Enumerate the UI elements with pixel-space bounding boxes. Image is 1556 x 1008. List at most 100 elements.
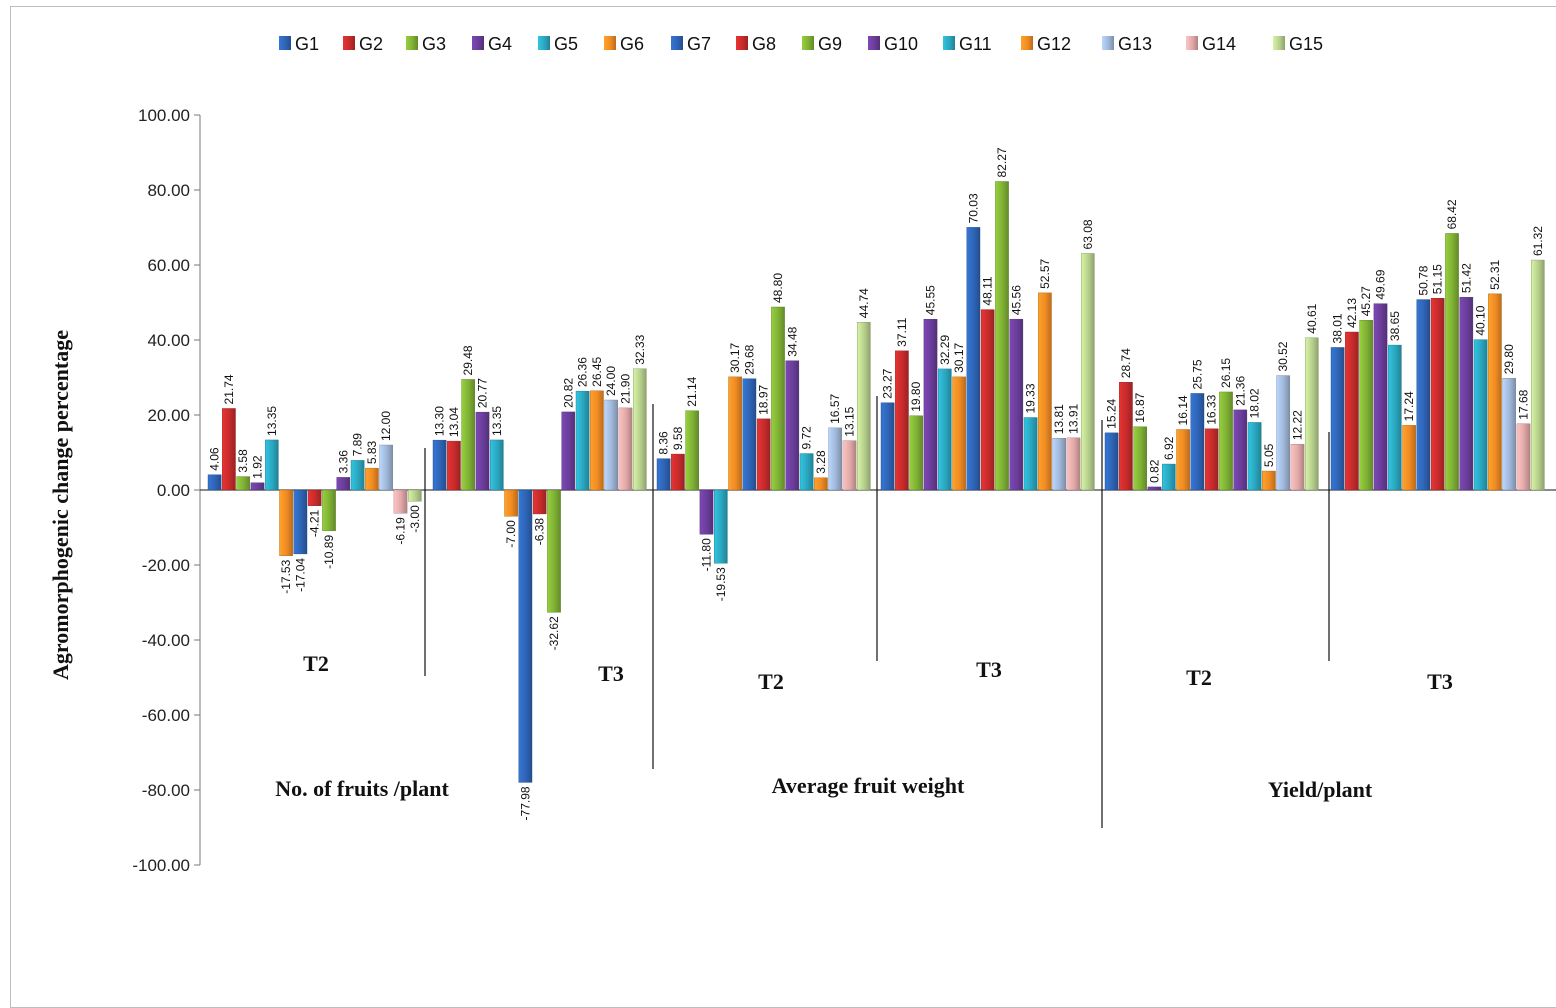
data-label: 30.17 xyxy=(952,343,966,373)
bar-g14 xyxy=(1516,423,1531,491)
data-label: -19.53 xyxy=(714,567,728,601)
data-label: 3.28 xyxy=(814,450,828,474)
bar-g6 xyxy=(1402,425,1416,491)
data-label: 17.24 xyxy=(1402,391,1416,421)
legend-label: G14 xyxy=(1202,34,1236,54)
bar-g15 xyxy=(1530,259,1545,491)
bar-g3 xyxy=(909,415,923,491)
data-label: 48.11 xyxy=(981,276,995,305)
data-label: -6.38 xyxy=(533,518,547,546)
data-label: -4.21 xyxy=(308,509,322,537)
bar-g8 xyxy=(980,309,995,491)
bar-group-5 xyxy=(1104,337,1319,491)
data-label: 52.57 xyxy=(1038,259,1052,289)
data-label: 16.87 xyxy=(1133,392,1147,422)
y-axis: 100.00 80.00 60.00 40.00 20.00 0.00 -20.00 -40.… xyxy=(132,106,1556,875)
data-label: 40.10 xyxy=(1474,305,1488,335)
legend-swatch xyxy=(943,36,955,50)
bar-g5 xyxy=(1161,463,1176,491)
legend-label: G6 xyxy=(620,34,644,54)
data-label: -3.00 xyxy=(408,505,422,533)
bar-g11 xyxy=(799,453,814,491)
bar-g15 xyxy=(1080,253,1095,491)
legend-label: G13 xyxy=(1118,34,1152,54)
data-label: 45.55 xyxy=(924,285,938,315)
bar-g11 xyxy=(1023,417,1038,491)
bar-g2 xyxy=(447,440,461,491)
bar-g14 xyxy=(842,440,857,491)
bar-g13 xyxy=(1502,378,1516,491)
bar-g13 xyxy=(604,399,618,491)
bar-g12 xyxy=(590,390,604,491)
legend-item-g6: G6 xyxy=(604,34,644,54)
data-label: 29.68 xyxy=(742,344,756,374)
bar-chart: G1 G2 G3 G4 G5 G6 G7 G8 G9 G10 G11 G12 G13 G14 G15 100… xyxy=(48,34,1556,875)
data-label: 28.74 xyxy=(1119,348,1133,378)
bar-g10 xyxy=(1009,318,1024,491)
bar-g9 xyxy=(322,489,336,532)
data-label: 25.75 xyxy=(1190,359,1204,389)
data-label: 45.27 xyxy=(1359,286,1373,316)
bar-g10 xyxy=(1459,296,1474,491)
data-label: 19.80 xyxy=(909,381,923,411)
data-label: 40.61 xyxy=(1305,303,1319,333)
bar-g7 xyxy=(742,378,757,491)
data-label: 70.03 xyxy=(966,193,980,223)
legend-swatch xyxy=(1021,36,1033,50)
data-label: -17.04 xyxy=(293,558,307,592)
bar-g13 xyxy=(379,444,394,491)
bar-g13 xyxy=(828,427,842,491)
legend-label: G12 xyxy=(1037,34,1071,54)
bar-g11 xyxy=(575,390,590,491)
bar-g13 xyxy=(1052,438,1066,491)
data-label: 32.33 xyxy=(633,334,647,364)
bar-g1 xyxy=(207,474,222,491)
y-tick-label: 20.00 xyxy=(147,406,190,425)
bar-g4 xyxy=(699,489,714,535)
data-label: 37.11 xyxy=(895,317,909,346)
y-tick-label: -100.00 xyxy=(132,856,190,875)
bar-g1 xyxy=(880,402,895,491)
data-label: 5.83 xyxy=(365,440,379,464)
data-label: -10.89 xyxy=(322,535,336,569)
bar-g5 xyxy=(938,368,952,491)
data-label: 6.92 xyxy=(1162,436,1176,460)
data-label: 16.14 xyxy=(1176,395,1190,425)
y-tick-label: 80.00 xyxy=(147,181,190,200)
legend-swatch xyxy=(1102,36,1114,50)
bar-g1 xyxy=(1330,347,1345,491)
data-label: 26.36 xyxy=(576,357,590,387)
legend-item-g8: G8 xyxy=(736,34,776,54)
bar-g7 xyxy=(1190,393,1205,491)
bar-g5 xyxy=(1387,344,1402,491)
data-label: 13.15 xyxy=(843,406,857,436)
bar-g15 xyxy=(408,489,422,502)
data-label: 5.05 xyxy=(1262,443,1276,467)
legend-swatch xyxy=(472,36,484,50)
bar-g9 xyxy=(995,181,1009,491)
bar-g14 xyxy=(1290,443,1305,491)
data-label: -6.19 xyxy=(394,517,408,545)
y-tick-label: 0.00 xyxy=(157,481,190,500)
bar-g15 xyxy=(857,322,871,491)
data-label: 61.32 xyxy=(1531,226,1545,256)
data-label: -32.62 xyxy=(547,616,561,650)
bar-group-3 xyxy=(656,306,871,564)
legend-swatch xyxy=(736,36,748,50)
data-label: 45.56 xyxy=(1009,285,1023,315)
data-label: 44.74 xyxy=(857,288,871,318)
y-axis-title: Agromorphogenic change percentage xyxy=(48,330,73,680)
data-label: 32.29 xyxy=(938,335,952,365)
data-label: -17.53 xyxy=(279,559,293,593)
bar-g3 xyxy=(461,379,476,491)
bar-g15 xyxy=(1304,337,1319,491)
legend-label: G10 xyxy=(884,34,918,54)
legend-swatch xyxy=(538,36,550,50)
legend-item-g13: G13 xyxy=(1102,34,1152,54)
data-label: 4.06 xyxy=(208,447,222,471)
data-label: 16.57 xyxy=(828,394,842,424)
bar-g1 xyxy=(1104,432,1119,491)
bar-g4 xyxy=(475,411,490,491)
bar-g2 xyxy=(1119,382,1133,491)
